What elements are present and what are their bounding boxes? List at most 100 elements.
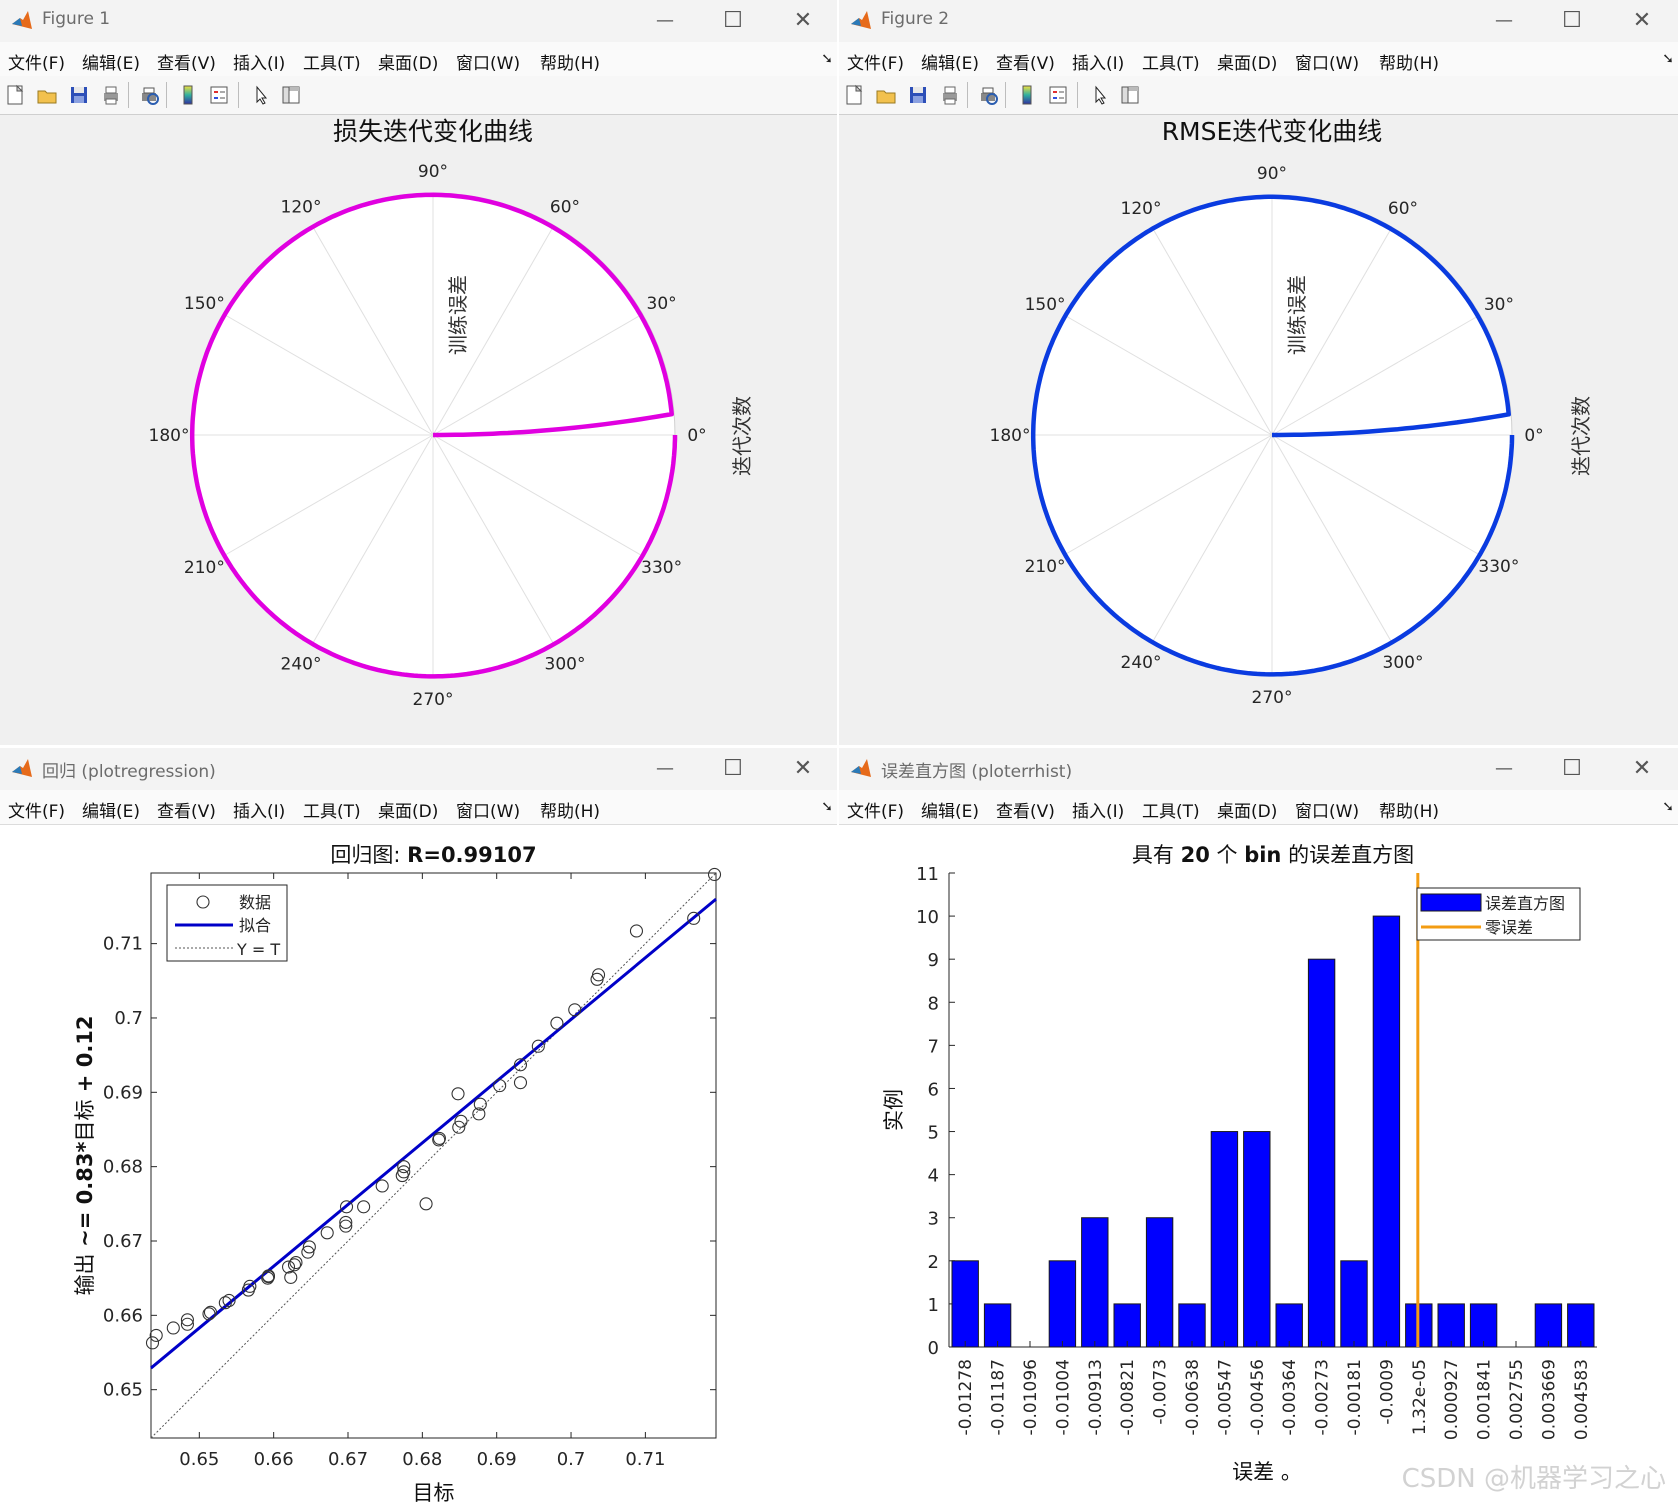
x-axis-label: 目标 — [413, 1481, 455, 1505]
menu-help[interactable]: 帮助(H) — [1379, 54, 1440, 74]
open-folder-icon[interactable] — [875, 84, 897, 106]
toolbar — [839, 76, 1678, 115]
toolbar-separator — [1077, 82, 1078, 108]
save-icon[interactable] — [907, 84, 929, 106]
minimize-button[interactable]: — — [656, 10, 674, 31]
menu-tools[interactable]: 工具(T) — [303, 802, 361, 822]
histogram-bar — [1243, 1131, 1271, 1348]
menu-tools[interactable]: 工具(T) — [1142, 54, 1200, 74]
regression-titlebar[interactable]: 回归 (plotregression) — ☐ ✕ — [0, 748, 837, 790]
menu-insert[interactable]: 插入(I) — [233, 802, 286, 822]
data-point — [513, 1058, 528, 1072]
close-button[interactable]: ✕ — [1632, 756, 1652, 781]
data-point — [166, 1321, 180, 1335]
minimize-button[interactable]: — — [1495, 10, 1513, 31]
menu-desktop[interactable]: 桌面(D) — [1217, 802, 1278, 822]
histogram-bar — [1210, 1131, 1239, 1348]
pointer-icon[interactable] — [1089, 84, 1111, 106]
menu-desktop[interactable]: 桌面(D) — [378, 802, 439, 822]
menu-view[interactable]: 查看(V) — [157, 802, 216, 822]
figure-2-window: Figure 2 — ☐ ✕ 文件(F) 编辑(E) 查看(V) 插入(I) 工… — [839, 0, 1678, 745]
pointer-icon[interactable] — [250, 84, 272, 106]
toolbar-separator — [238, 82, 239, 108]
legend-icon[interactable] — [1047, 84, 1069, 106]
dock-arrow-icon[interactable]: ➘ — [821, 51, 833, 67]
colorbar-icon[interactable] — [178, 84, 200, 106]
x-tick-label: -0.00181 — [1345, 1359, 1365, 1435]
toolbar — [0, 76, 837, 115]
theta-tick-label: 90° — [418, 162, 448, 182]
minimize-button[interactable]: — — [1495, 758, 1513, 779]
menu-insert[interactable]: 插入(I) — [233, 54, 286, 74]
menu-desktop[interactable]: 桌面(D) — [1217, 54, 1278, 74]
close-button[interactable]: ✕ — [1632, 8, 1652, 33]
matlab-icon — [851, 11, 871, 29]
y-tick-label: 6 — [928, 1079, 939, 1100]
menu-file[interactable]: 文件(F) — [8, 802, 66, 822]
menu-window[interactable]: 窗口(W) — [456, 54, 521, 74]
error-histogram-titlebar[interactable]: 误差直方图 (ploterrhist) — ☐ ✕ — [839, 748, 1678, 790]
colorbar-icon[interactable] — [1017, 84, 1039, 106]
x-tick-label: 0.69 — [477, 1449, 517, 1470]
print-preview-icon[interactable] — [977, 84, 999, 106]
figure-1-titlebar[interactable]: Figure 1 — ☐ ✕ — [0, 0, 837, 42]
maximize-button[interactable]: ☐ — [723, 8, 743, 33]
maximize-button[interactable]: ☐ — [723, 756, 743, 781]
menu-desktop[interactable]: 桌面(D) — [378, 54, 439, 74]
menu-view[interactable]: 查看(V) — [996, 802, 1055, 822]
data-point — [472, 1107, 486, 1121]
theta-tick-label: 0° — [687, 426, 706, 446]
menu-insert[interactable]: 插入(I) — [1072, 54, 1125, 74]
menu-window[interactable]: 窗口(W) — [1295, 802, 1360, 822]
menu-help[interactable]: 帮助(H) — [540, 802, 601, 822]
print-icon[interactable] — [939, 84, 961, 106]
menu-tools[interactable]: 工具(T) — [303, 54, 361, 74]
maximize-button[interactable]: ☐ — [1562, 8, 1582, 33]
dock-arrow-icon[interactable]: ➘ — [1662, 51, 1674, 67]
x-tick-label: -0.00547 — [1215, 1359, 1235, 1435]
dock-arrow-icon[interactable]: ➘ — [1662, 799, 1674, 815]
menu-window[interactable]: 窗口(W) — [456, 802, 521, 822]
dock-arrow-icon[interactable]: ➘ — [821, 799, 833, 815]
theta-tick-label: 240° — [281, 655, 322, 675]
figure-2-titlebar[interactable]: Figure 2 — ☐ ✕ — [839, 0, 1678, 42]
menu-file[interactable]: 文件(F) — [847, 54, 905, 74]
menu-help[interactable]: 帮助(H) — [540, 54, 601, 74]
theta-tick-label: 150° — [184, 294, 225, 314]
theta-tick-label: 270° — [1252, 688, 1293, 708]
close-button[interactable]: ✕ — [793, 8, 813, 33]
histogram-bar — [1048, 1260, 1077, 1348]
menu-tools[interactable]: 工具(T) — [1142, 802, 1200, 822]
histogram-bar — [1534, 1303, 1563, 1348]
menu-file[interactable]: 文件(F) — [847, 802, 905, 822]
save-icon[interactable] — [68, 84, 90, 106]
new-file-icon[interactable] — [843, 84, 865, 106]
menu-edit[interactable]: 编辑(E) — [921, 802, 980, 822]
menu-help[interactable]: 帮助(H) — [1379, 802, 1440, 822]
maximize-button[interactable]: ☐ — [1562, 756, 1582, 781]
property-editor-icon[interactable] — [280, 84, 302, 106]
theta-tick-label: 60° — [1388, 199, 1418, 219]
minimize-button[interactable]: — — [656, 758, 674, 779]
menu-view[interactable]: 查看(V) — [157, 54, 216, 74]
new-file-icon[interactable] — [4, 84, 26, 106]
polar-spoke — [311, 434, 434, 645]
menu-edit[interactable]: 编辑(E) — [921, 54, 980, 74]
data-point — [397, 1165, 411, 1179]
data-point — [180, 1317, 194, 1331]
menu-view[interactable]: 查看(V) — [996, 54, 1055, 74]
menu-file[interactable]: 文件(F) — [8, 54, 66, 74]
legend-icon[interactable] — [208, 84, 230, 106]
menu-insert[interactable]: 插入(I) — [1072, 802, 1125, 822]
menubar: 文件(F) 编辑(E) 查看(V) 插入(I) 工具(T) 桌面(D) 窗口(W… — [839, 42, 1678, 77]
theta-tick-label: 0° — [1524, 426, 1543, 446]
print-icon[interactable] — [100, 84, 122, 106]
menu-edit[interactable]: 编辑(E) — [82, 54, 141, 74]
property-editor-icon[interactable] — [1119, 84, 1141, 106]
open-folder-icon[interactable] — [36, 84, 58, 106]
title-part: 具有 — [1132, 843, 1181, 867]
menu-window[interactable]: 窗口(W) — [1295, 54, 1360, 74]
close-button[interactable]: ✕ — [793, 756, 813, 781]
print-preview-icon[interactable] — [138, 84, 160, 106]
menu-edit[interactable]: 编辑(E) — [82, 802, 141, 822]
